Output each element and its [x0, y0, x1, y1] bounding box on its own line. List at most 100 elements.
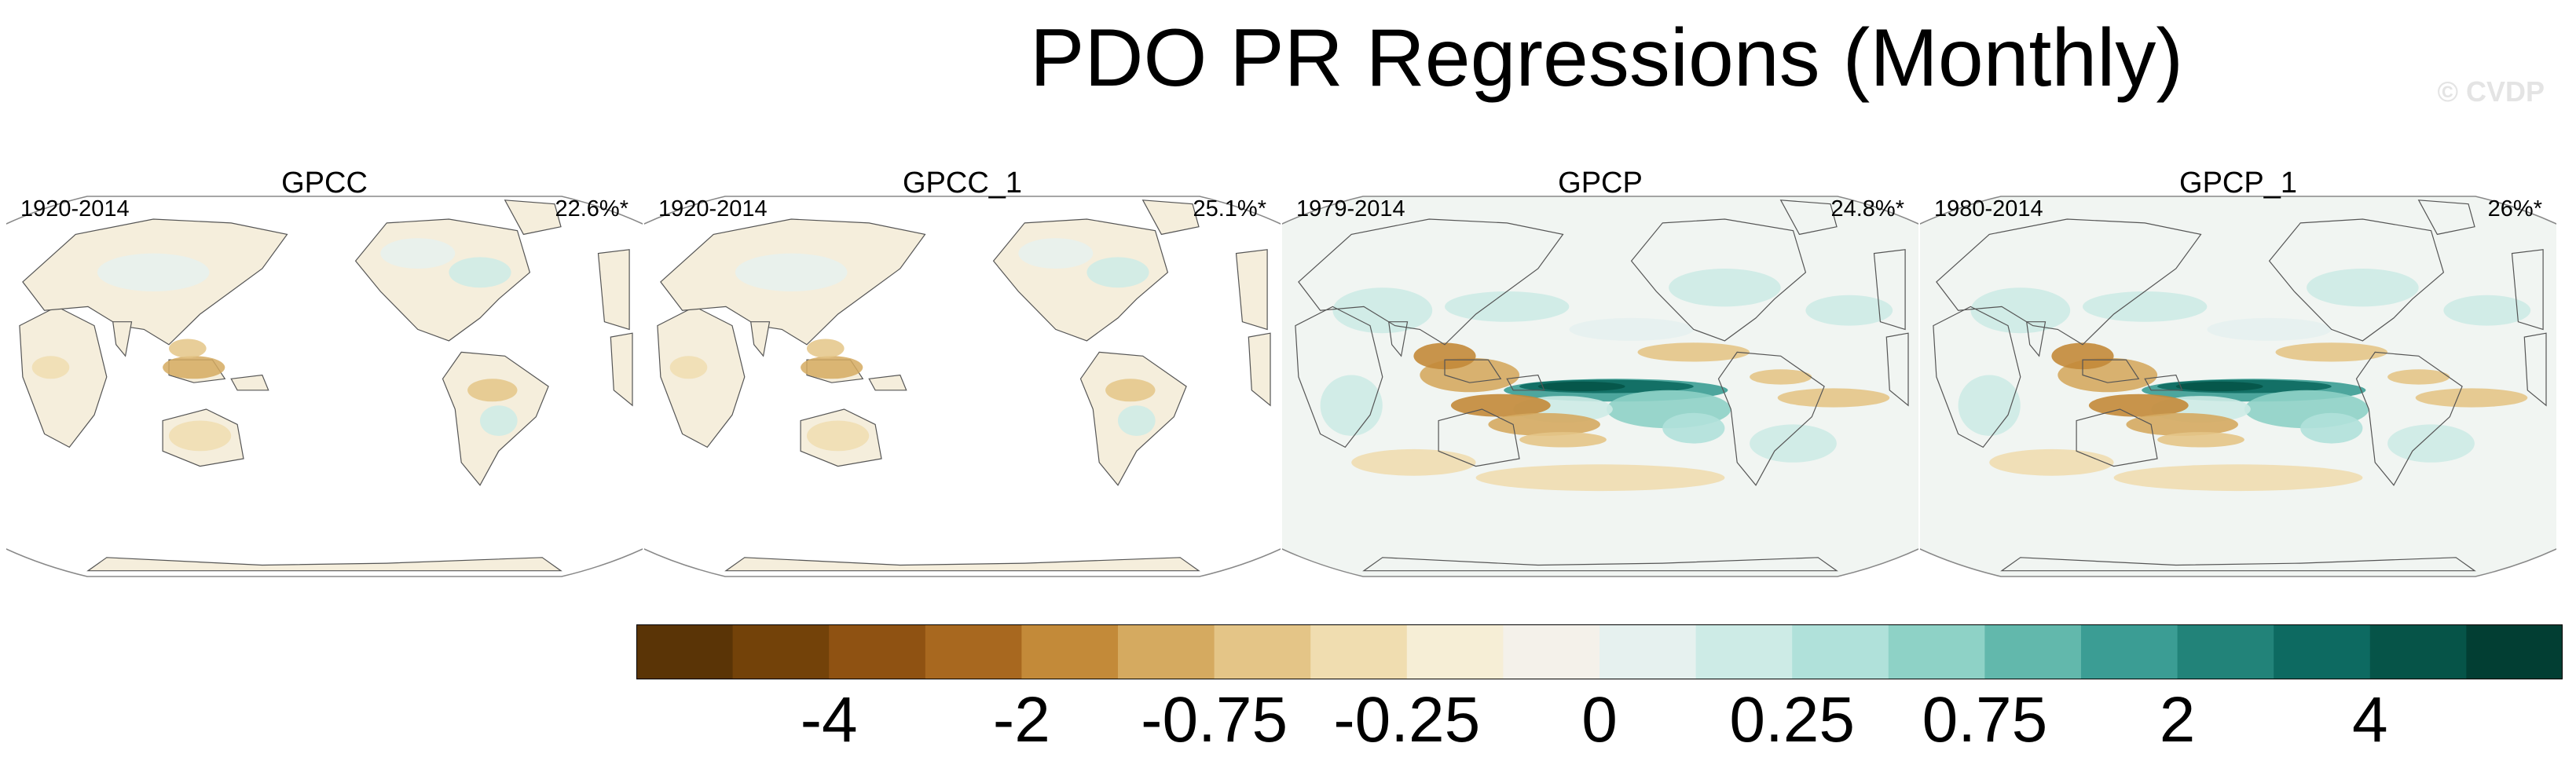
colorbar-tick-label: -0.75: [1141, 684, 1288, 756]
panel-years: 1979-2014: [1296, 196, 1405, 221]
anomaly-contour: [449, 257, 511, 288]
map-svg: [644, 196, 1281, 577]
anomaly-contour: [1086, 257, 1149, 288]
continent-outline: [230, 374, 269, 391]
anomaly-contour: [1777, 388, 1890, 408]
continent-outline: [1438, 408, 1520, 467]
anomaly-contour: [2415, 388, 2528, 408]
colorbar-swatch: [2081, 624, 2178, 679]
colorbar-tick-label: 0.25: [1729, 684, 1855, 756]
colorbar: [636, 624, 2563, 679]
continent-outline: [1295, 306, 1383, 448]
colorbar-swatch: [1792, 624, 1889, 679]
anomaly-contour: [2113, 464, 2363, 492]
continent-outline: [2511, 249, 2544, 331]
anomaly-contour: [1118, 405, 1156, 436]
continent-outline: [868, 374, 907, 391]
continent-outline: [1388, 321, 1409, 357]
map-panel: GPCP_1 1980-2014 26%*: [1920, 157, 2556, 597]
colorbar-swatch: [1984, 624, 2082, 679]
colorbar-tick-label: 4: [2351, 684, 2388, 756]
continent-outline: [2076, 408, 2158, 467]
anomaly-contour: [2443, 295, 2531, 326]
panel-title: GPCP: [1558, 167, 1643, 199]
continent-outline: [2417, 199, 2475, 236]
anomaly-contour: [1958, 375, 2021, 436]
panel-variance: 26%*: [2487, 196, 2542, 221]
continent-outline: [1630, 218, 1807, 342]
anomaly-contour: [1475, 464, 1725, 492]
continent-outline: [657, 306, 746, 448]
map-svg: [1282, 196, 1918, 577]
colorbar-swatch: [1695, 624, 1793, 679]
anomaly-contour: [2207, 317, 2332, 341]
colorbar-swatch: [2369, 624, 2467, 679]
colorbar-tick-label: 2: [2159, 684, 2196, 756]
anomaly-contour: [380, 238, 456, 269]
anomaly-contour: [2387, 424, 2475, 463]
panel-title: GPCC_1: [902, 167, 1023, 199]
anomaly-contour: [169, 339, 207, 358]
colorbar-tick-label: -0.25: [1333, 684, 1481, 756]
colorbar-swatch: [925, 624, 1022, 679]
anomaly-contour: [480, 405, 518, 436]
map-border: [1282, 196, 1918, 577]
continent-outline: [2523, 332, 2547, 407]
colorbar-swatch: [2274, 624, 2371, 679]
colorbar-labels: -4 -2 -0.75 -0.25 0 0.25 0.75 2 4: [636, 683, 2563, 756]
anomaly-contour: [1637, 342, 1750, 362]
anomaly-contour: [1351, 448, 1476, 476]
colorbar-swatch: [2177, 624, 2274, 679]
panel-title: GPCP_1: [2179, 167, 2297, 199]
continent-outline: [1298, 218, 1564, 346]
colorbar-swatch: [1599, 624, 1697, 679]
anomaly-contour: [1445, 291, 1570, 322]
anomaly-contour: [1750, 369, 1812, 385]
panel-variance: 22.6%*: [555, 196, 628, 221]
colorbar-swatch: [1406, 624, 1504, 679]
anomaly-contour: [801, 356, 863, 379]
continent-outline: [1717, 351, 1825, 486]
anomaly-contour: [2175, 381, 2263, 392]
continent-outline: [504, 199, 562, 236]
anomaly-contour: [669, 356, 708, 379]
panel-years: 1980-2014: [1934, 196, 2043, 221]
map-svg: [6, 196, 643, 577]
continent-outline: [724, 557, 1200, 572]
anomaly-contour: [1750, 424, 1837, 463]
anomaly-contour: [1662, 412, 1725, 444]
continent-outline: [19, 306, 108, 448]
anomaly-contour: [1989, 448, 2114, 476]
colorbar-tick-label: -4: [800, 684, 858, 756]
continent-outline: [2144, 374, 2183, 391]
colorbar-swatch: [2466, 624, 2563, 679]
anomaly-contour: [1537, 381, 1625, 392]
anomaly-contour: [169, 420, 232, 452]
anomaly-contour: [1569, 317, 1694, 341]
anomaly-contour: [807, 420, 870, 452]
colorbar-swatch: [1503, 624, 1600, 679]
anomaly-contour: [2051, 342, 2114, 370]
continent-outline: [597, 249, 630, 331]
panel-variance: 24.8%*: [1830, 196, 1904, 221]
anomaly-contour: [2300, 412, 2363, 444]
anomaly-contour: [2157, 432, 2244, 448]
colorbar-swatch: [1888, 624, 1985, 679]
anomaly-contour: [163, 356, 225, 379]
colorbar-swatch: [732, 624, 830, 679]
panel-years: 1920-2014: [20, 196, 130, 221]
panel-variance: 25.1%*: [1193, 196, 1266, 221]
continent-outline: [2000, 557, 2476, 572]
watermark: © CVDP: [2437, 75, 2545, 108]
continent-outline: [86, 557, 562, 572]
colorbar-swatch: [1310, 624, 1408, 679]
anomaly-contour: [1018, 238, 1094, 269]
anomaly-contour: [31, 356, 70, 379]
chart-title: PDO PR Regressions (Monthly): [1030, 13, 2183, 104]
anomaly-contour: [1488, 412, 1600, 436]
anomaly-contour: [735, 253, 848, 291]
colorbar-swatch: [829, 624, 926, 679]
map-panel: GPCC 1920-2014 22.6%*: [6, 157, 643, 597]
continent-outline: [1506, 374, 1545, 391]
anomaly-contour: [1413, 342, 1476, 370]
